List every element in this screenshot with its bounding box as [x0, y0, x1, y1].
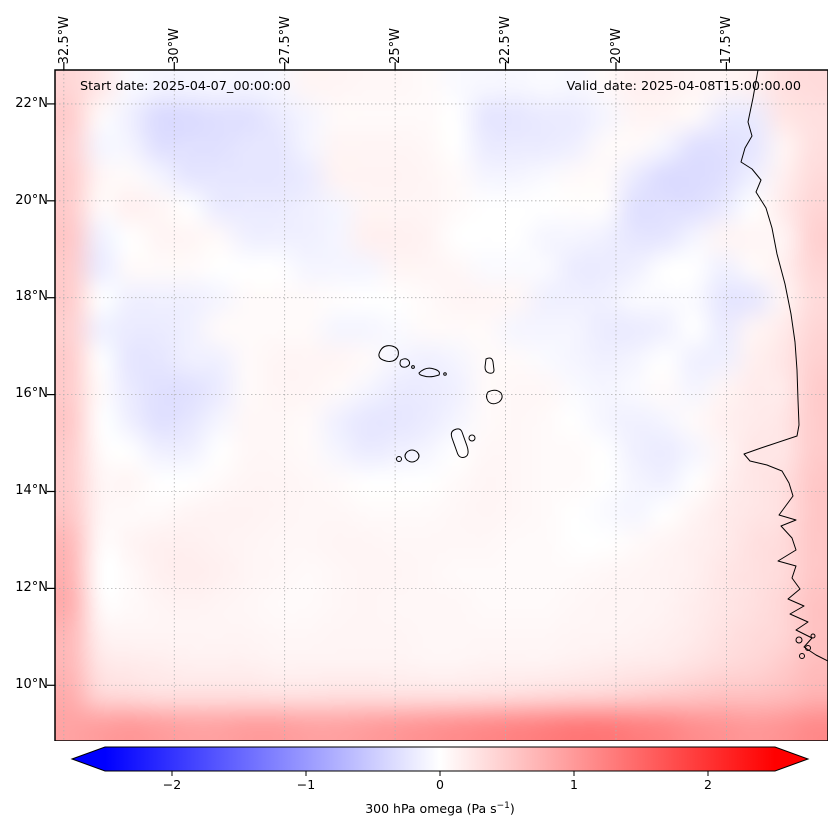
lon-tick-label: 20°W — [608, 28, 624, 64]
colorbar-tick-label: 0 — [436, 777, 444, 792]
colorbar-axis-label: 300 hPa omega (Pa s−1) — [365, 801, 515, 817]
lon-tick-label: 27.5°W — [277, 15, 293, 64]
lon-tick-label: 30°W — [166, 28, 182, 64]
colorbar — [70, 746, 810, 776]
colorbar-tick-label: −1 — [296, 777, 316, 792]
lat-tick-label: 18°N — [15, 289, 48, 304]
axis-ticks — [47, 62, 728, 686]
colorbar-under-arrow — [72, 747, 105, 771]
plot-frame — [54, 69, 828, 741]
lon-tick-label: 25°W — [387, 28, 403, 64]
colorbar-gradient-bar — [105, 747, 775, 771]
gridlines — [55, 70, 828, 741]
colorbar-ticks — [171, 771, 709, 776]
map-overlay — [47, 62, 828, 741]
omega-heatmap — [55, 70, 828, 741]
lon-tick-label: 32.5°W — [56, 15, 72, 64]
colorbar-tick-label: 1 — [570, 777, 578, 792]
colorbar-tick-label: −2 — [162, 777, 182, 792]
coastlines — [378, 69, 828, 662]
lat-tick-label: 14°N — [15, 483, 48, 498]
colorbar-tick-label: 2 — [704, 777, 712, 792]
lat-tick-label: 22°N — [15, 96, 48, 111]
lon-tick-label: 22.5°W — [497, 15, 513, 64]
lat-tick-label: 16°N — [15, 386, 48, 401]
start-date-annotation: Start date: 2025-04-07_00:00:00 — [80, 79, 291, 94]
colorbar-over-arrow — [775, 747, 808, 771]
colorbar-outline — [70, 746, 810, 772]
lat-tick-label: 12°N — [15, 580, 48, 595]
valid-date-annotation: Valid_date: 2025-04-08T15:00:00.00 — [566, 79, 801, 94]
lat-tick-label: 20°N — [15, 193, 48, 208]
lon-tick-label: 17.5°W — [718, 15, 734, 64]
lat-tick-label: 10°N — [15, 677, 48, 692]
